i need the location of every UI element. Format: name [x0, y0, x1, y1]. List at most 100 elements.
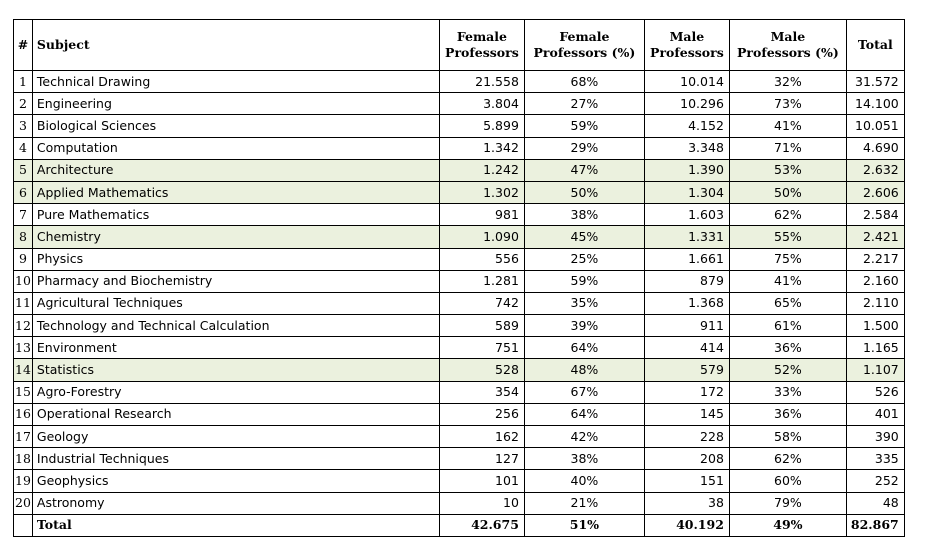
subject-cell: Pharmacy and Biochemistry: [31, 269, 440, 293]
header-male-professors-pct: Male Professors (%): [728, 19, 847, 71]
total-cell: 2.217: [845, 247, 905, 271]
male-professors-pct-cell: 71%: [728, 136, 847, 160]
female-professors-cell: 3.804: [438, 92, 525, 116]
row-index-cell: 12: [13, 314, 33, 338]
header-male-professors-line1: Male: [669, 29, 705, 44]
table-container: # Subject Female Professors Female Profess…: [13, 19, 905, 537]
row-index-cell: 19: [13, 469, 33, 493]
female-professors-pct-cell: 29%: [523, 136, 645, 160]
row-index-cell: 6: [13, 180, 33, 205]
male-professors-cell: 151: [643, 469, 730, 493]
total-cell: 2.160: [845, 269, 905, 293]
female-professors-cell: 354: [438, 380, 525, 404]
table-row: 18 Industrial Techniques 127 38% 208 62% 335: [13, 447, 905, 471]
header-male-professors-pct-line1: Male: [770, 29, 806, 44]
male-professors-cell: 1.304: [643, 180, 730, 205]
header-index: #: [13, 19, 33, 71]
female-professors-cell: 101: [438, 469, 525, 493]
female-professors-cell: 1.342: [438, 136, 525, 160]
total-cell: 390: [845, 424, 905, 449]
header-male-professors-line2: Professors: [650, 45, 724, 60]
female-professors-pct-cell: 45%: [523, 225, 645, 249]
professors-by-subject-table: # Subject Female Professors Female Profess…: [13, 19, 905, 537]
table-row: 1 Technical Drawing 21.558 68% 10.014 32% 31.5…: [13, 69, 905, 94]
row-index-cell: 11: [13, 291, 33, 316]
male-professors-pct-cell: 73%: [728, 92, 847, 116]
subject-cell: Agricultural Techniques: [31, 291, 440, 316]
table-row: 19 Geophysics 101 40% 151 60% 252: [13, 469, 905, 493]
female-professors-cell: 528: [438, 358, 525, 382]
male-professors-cell: 911: [643, 314, 730, 338]
total-label-cell: Total: [31, 513, 440, 537]
female-professors-cell: 1.302: [438, 180, 525, 205]
female-professors-pct-cell: 50%: [523, 180, 645, 205]
table-row: 17 Geology 162 42% 228 58% 390: [13, 424, 905, 449]
header-female-professors: Female Professors: [438, 19, 525, 71]
header-female-professors-pct: Female Professors (%): [523, 19, 645, 71]
total-cell: 1.500: [845, 314, 905, 338]
row-index-cell: 8: [13, 225, 33, 249]
female-professors-pct-cell: 64%: [523, 402, 645, 427]
row-index-cell: 7: [13, 203, 33, 227]
male-professors-pct-cell: 58%: [728, 424, 847, 449]
table-row: 16 Operational Research 256 64% 145 36% 401: [13, 402, 905, 427]
female-professors-cell: 556: [438, 247, 525, 271]
male-professors-cell: 228: [643, 424, 730, 449]
male-professors-pct-cell: 75%: [728, 247, 847, 271]
table-row: 4 Computation 1.342 29% 3.348 71% 4.690: [13, 136, 905, 160]
female-professors-pct-cell: 35%: [523, 291, 645, 316]
total-cell: 2.632: [845, 158, 905, 182]
row-index-cell: 10: [13, 269, 33, 293]
header-total: Total: [845, 19, 905, 71]
table-row: 8 Chemistry 1.090 45% 1.331 55% 2.421: [13, 225, 905, 249]
male-professors-cell: 879: [643, 269, 730, 293]
header-male-professors-pct-line2: Professors (%): [737, 45, 839, 60]
header-female-professors-pct-line1: Female: [559, 29, 610, 44]
male-professors-pct-cell: 33%: [728, 380, 847, 404]
row-index-cell: 20: [13, 491, 33, 515]
subject-cell: Technology and Technical Calculation: [31, 314, 440, 338]
total-total-cell: 82.867: [845, 513, 905, 537]
row-index-cell: 5: [13, 158, 33, 182]
male-professors-pct-cell: 55%: [728, 225, 847, 249]
table-row: 7 Pure Mathematics 981 38% 1.603 62% 2.584: [13, 203, 905, 227]
male-professors-cell: 579: [643, 358, 730, 382]
subject-cell: Agro-Forestry: [31, 380, 440, 404]
male-professors-pct-cell: 61%: [728, 314, 847, 338]
table-row: 15 Agro-Forestry 354 67% 172 33% 526: [13, 380, 905, 404]
total-female-cell: 42.675: [438, 513, 525, 537]
male-professors-cell: 145: [643, 402, 730, 427]
subject-cell: Pure Mathematics: [31, 203, 440, 227]
female-professors-pct-cell: 64%: [523, 336, 645, 360]
total-cell: 4.690: [845, 136, 905, 160]
female-professors-pct-cell: 42%: [523, 424, 645, 449]
subject-cell: Architecture: [31, 158, 440, 182]
total-cell: 10.051: [845, 114, 905, 138]
male-professors-pct-cell: 79%: [728, 491, 847, 515]
total-female-pct-cell: 51%: [523, 513, 645, 537]
total-cell: 1.107: [845, 358, 905, 382]
female-professors-pct-cell: 59%: [523, 114, 645, 138]
header-female-professors-line1: Female: [456, 29, 507, 44]
total-row: Total 42.675 51% 40.192 49% 82.867: [13, 513, 905, 537]
male-professors-cell: 4.152: [643, 114, 730, 138]
subject-cell: Geology: [31, 424, 440, 449]
female-professors-cell: 751: [438, 336, 525, 360]
male-professors-pct-cell: 62%: [728, 203, 847, 227]
total-cell: 2.584: [845, 203, 905, 227]
male-professors-pct-cell: 41%: [728, 114, 847, 138]
total-cell: 48: [845, 491, 905, 515]
male-professors-pct-cell: 50%: [728, 180, 847, 205]
row-index-cell: 9: [13, 247, 33, 271]
subject-cell: Applied Mathematics: [31, 180, 440, 205]
subject-cell: Astronomy: [31, 491, 440, 515]
table-row: 14 Statistics 528 48% 579 52% 1.107: [13, 358, 905, 382]
male-professors-pct-cell: 62%: [728, 447, 847, 471]
total-cell: 2.606: [845, 180, 905, 205]
male-professors-pct-cell: 60%: [728, 469, 847, 493]
female-professors-pct-cell: 38%: [523, 447, 645, 471]
row-index-cell: 18: [13, 447, 33, 471]
male-professors-cell: 1.331: [643, 225, 730, 249]
total-cell: 2.421: [845, 225, 905, 249]
table-row: 10 Pharmacy and Biochemistry 1.281 59% 879 41…: [13, 269, 905, 293]
